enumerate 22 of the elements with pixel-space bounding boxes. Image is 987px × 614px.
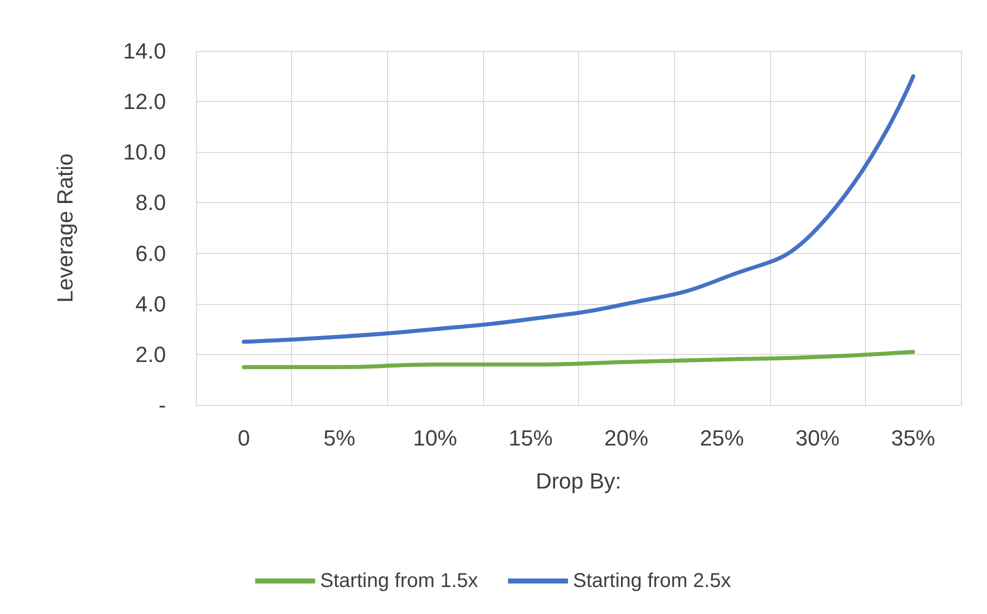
y-tick-label: 4.0 (135, 291, 166, 316)
y-tick-label: 2.0 (135, 342, 166, 367)
legend-label: Starting from 2.5x (573, 570, 731, 592)
x-tick-label: 15% (508, 426, 553, 450)
x-tick-label: 20% (604, 426, 648, 450)
x-tick-label: 25% (700, 426, 744, 450)
y-tick-label: 6.0 (135, 240, 166, 266)
y-tick-label: 8.0 (135, 190, 166, 216)
y-tick-label: - (158, 392, 166, 418)
x-tick-label: 30% (796, 426, 840, 450)
x-tick-label: 10% (413, 426, 458, 450)
legend-label: Starting from 1.5x (320, 570, 478, 592)
x-tick-label: 35% (891, 426, 936, 450)
line-series (242, 74, 916, 344)
y-axis-title: Leverage Ratio (52, 153, 78, 303)
line-series (242, 350, 916, 370)
x-tick-label: 0 (238, 426, 250, 450)
y-tick-label: 12.0 (123, 89, 166, 114)
y-tick-label: 10.0 (123, 140, 166, 165)
x-axis-title: Drop By: (536, 468, 622, 494)
y-tick-label: 14.0 (123, 38, 166, 64)
x-tick-label: 5% (324, 426, 356, 450)
